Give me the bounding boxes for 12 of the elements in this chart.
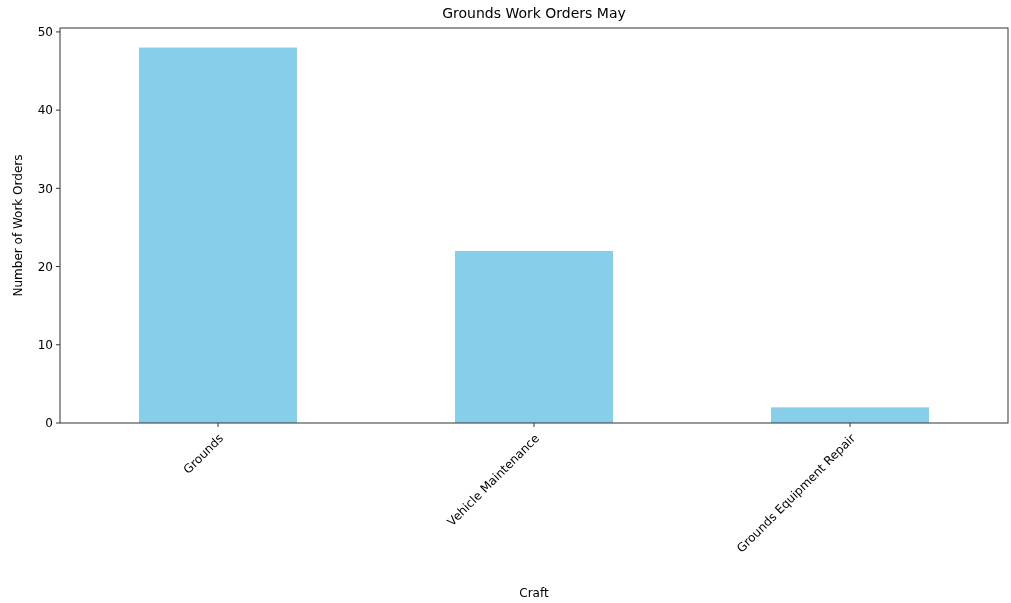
x-axis-title: Craft: [519, 586, 549, 600]
y-tick-label: 40: [37, 103, 53, 118]
y-tick-label: 0: [45, 416, 53, 431]
bar: [139, 47, 297, 423]
bar: [455, 250, 613, 423]
y-tick-label: 30: [37, 181, 53, 196]
bar: [771, 407, 929, 423]
y-tick-label: 20: [37, 259, 53, 274]
y-axis-title: Number of Work Orders: [11, 154, 25, 297]
chart-title: Grounds Work Orders May: [442, 5, 626, 21]
y-tick-label: 50: [37, 25, 53, 40]
y-tick-label: 10: [37, 337, 53, 352]
